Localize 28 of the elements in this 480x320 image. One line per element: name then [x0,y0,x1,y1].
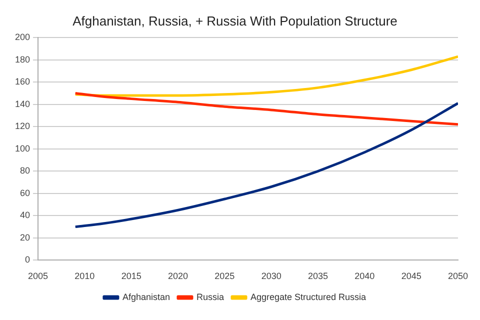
y-tick-label: 120 [14,121,30,132]
x-tick-label: 2020 [168,271,188,282]
chart-title: Afghanistan, Russia, + Russia With Population Structure [72,13,398,28]
y-tick-label: 40 [20,210,30,220]
y-tick-label: 160 [14,76,30,87]
line-series [74,102,458,228]
y-tick-label: 180 [14,54,30,64]
y-tick-label: 100 [14,143,30,154]
y-tick-label: 60 [20,188,30,198]
y-tick-label: 140 [14,98,30,109]
x-tick-label: 2050 [448,271,468,282]
x-tick-label: 2010 [74,271,95,282]
y-tick-label: 20 [20,232,30,242]
y-tick-label: 80 [20,166,30,176]
x-tick-label: 2035 [308,271,328,282]
x-tick-label: 2045 [401,271,422,282]
x-tick-label: 2015 [121,271,142,282]
line-series [74,55,458,97]
legend-label: Afghanistan [122,292,170,302]
y-tick-label: 0 [25,254,30,265]
x-tick-label: 2040 [354,271,375,282]
line-series [74,92,458,126]
x-tick-label: 2005 [28,271,48,282]
y-tick-label: 200 [14,32,30,42]
x-tick-label: 2025 [214,271,235,282]
legend-label: Russia [196,292,224,302]
legend-label: Aggregate Structured Russia [250,292,366,302]
x-tick-label: 2030 [261,271,282,282]
